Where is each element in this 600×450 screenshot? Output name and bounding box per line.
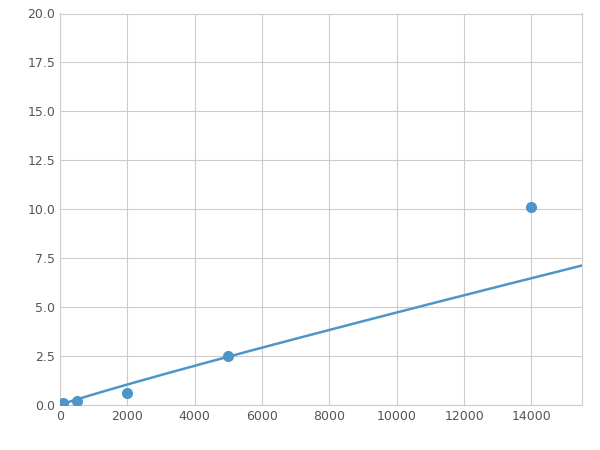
Point [527,204,536,211]
Point [72,397,82,405]
Point [59,400,68,407]
Point [224,352,233,360]
Point [122,390,132,397]
